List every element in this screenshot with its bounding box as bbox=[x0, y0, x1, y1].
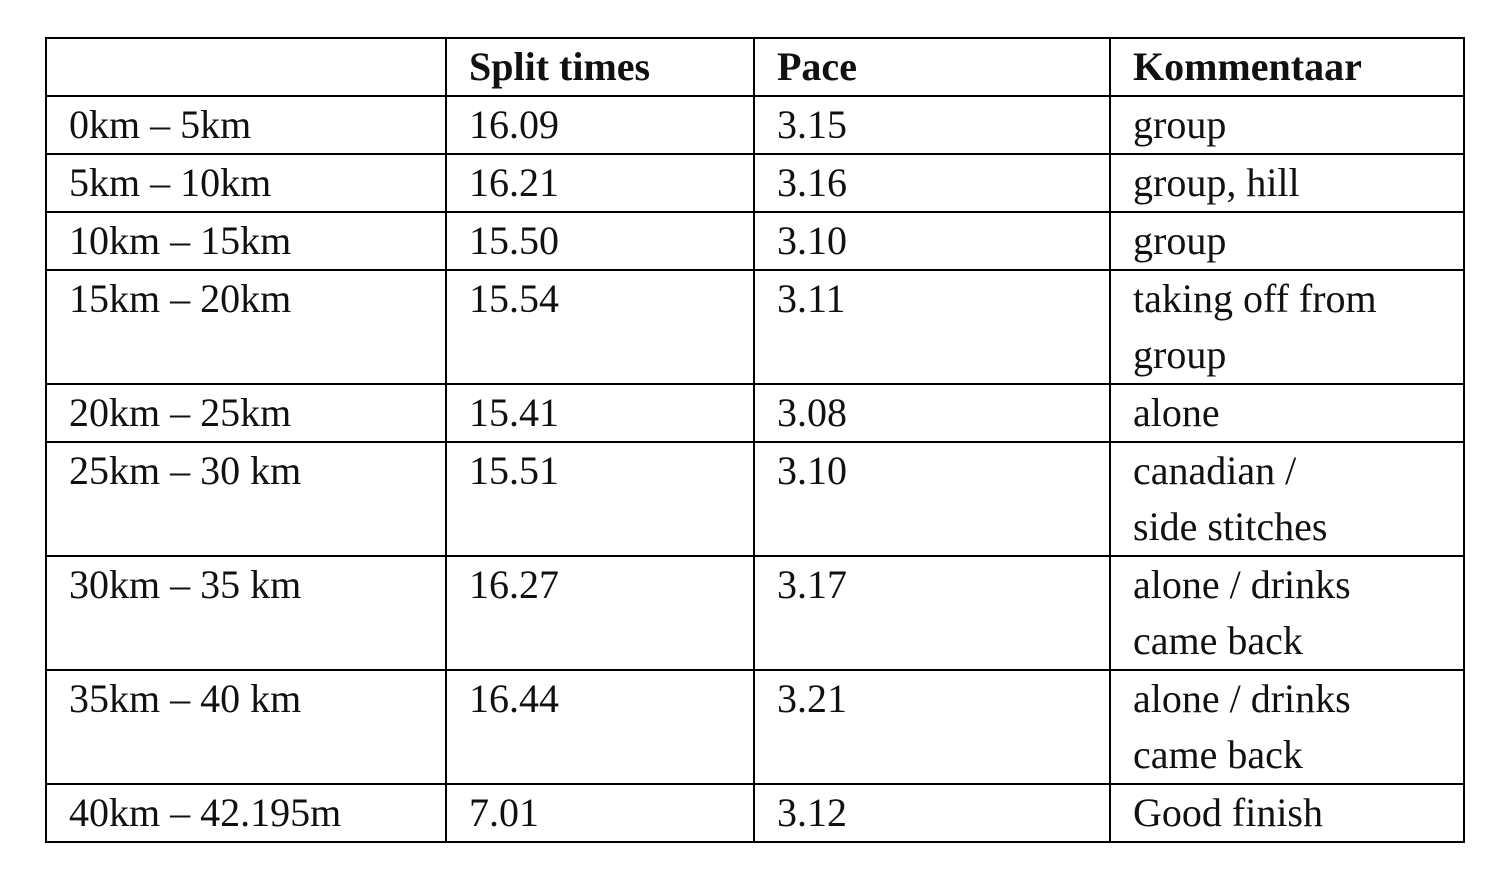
table-row: 10km – 15km 15.50 3.10 group bbox=[45, 211, 1465, 271]
comment-line: group, hill bbox=[1133, 160, 1300, 205]
table-row: 30km – 35 km 16.27 3.17 alone / drinks came … bbox=[45, 555, 1465, 671]
split-cell: 16.27 bbox=[445, 555, 755, 671]
header-cell: Split times bbox=[445, 37, 755, 97]
split-cell: 16.21 bbox=[445, 153, 755, 213]
header-row: Split times Pace Kommentaar bbox=[45, 37, 1465, 97]
table-row: 0km – 5km 16.09 3.15 group bbox=[45, 95, 1465, 155]
comment-cell: alone bbox=[1109, 383, 1465, 443]
table-row: 5km – 10km 16.21 3.16 group, hill bbox=[45, 153, 1465, 213]
pace-cell: 3.17 bbox=[753, 555, 1111, 671]
segment-cell: 5km – 10km bbox=[45, 153, 447, 213]
comment-line: group bbox=[1133, 218, 1227, 263]
segment-cell: 40km – 42.195m bbox=[45, 783, 447, 843]
comment-line: group bbox=[1133, 102, 1227, 147]
pace-cell: 3.12 bbox=[753, 783, 1111, 843]
pace-cell: 3.15 bbox=[753, 95, 1111, 155]
comment-line: taking off from bbox=[1133, 276, 1377, 321]
comment-line: Good finish bbox=[1133, 790, 1323, 835]
split-cell: 16.44 bbox=[445, 669, 755, 785]
segment-cell: 0km – 5km bbox=[45, 95, 447, 155]
segment-cell: 25km – 30 km bbox=[45, 441, 447, 557]
segment-cell: 10km – 15km bbox=[45, 211, 447, 271]
comment-cell: group, hill bbox=[1109, 153, 1465, 213]
comment-cell: group bbox=[1109, 95, 1465, 155]
header-cell bbox=[45, 37, 447, 97]
table-row: 20km – 25km 15.41 3.08 alone bbox=[45, 383, 1465, 443]
split-cell: 15.51 bbox=[445, 441, 755, 557]
comment-line: group bbox=[1133, 332, 1227, 377]
table-body: 0km – 5km 16.09 3.15 group 5km – 10km 16.21 3.… bbox=[45, 95, 1465, 843]
comment-cell: group bbox=[1109, 211, 1465, 271]
comment-line: canadian / bbox=[1133, 448, 1297, 493]
comment-line: alone bbox=[1133, 390, 1220, 435]
split-cell: 15.50 bbox=[445, 211, 755, 271]
split-cell: 16.09 bbox=[445, 95, 755, 155]
pace-cell: 3.21 bbox=[753, 669, 1111, 785]
pace-cell: 3.10 bbox=[753, 441, 1111, 557]
table-row: 35km – 40 km 16.44 3.21 alone / drinks came … bbox=[45, 669, 1465, 785]
split-cell: 15.54 bbox=[445, 269, 755, 385]
split-cell: 7.01 bbox=[445, 783, 755, 843]
segment-cell: 30km – 35 km bbox=[45, 555, 447, 671]
table-row: 15km – 20km 15.54 3.11 taking off from group bbox=[45, 269, 1465, 385]
header-cell: Kommentaar bbox=[1109, 37, 1465, 97]
comment-cell: taking off from group bbox=[1109, 269, 1465, 385]
segment-cell: 20km – 25km bbox=[45, 383, 447, 443]
segment-cell: 15km – 20km bbox=[45, 269, 447, 385]
comment-line: came back bbox=[1133, 732, 1303, 777]
comment-line: side stitches bbox=[1133, 504, 1328, 549]
comment-cell: canadian / side stitches bbox=[1109, 441, 1465, 557]
pace-cell: 3.11 bbox=[753, 269, 1111, 385]
table-row: 40km – 42.195m 7.01 3.12 Good finish bbox=[45, 783, 1465, 843]
splits-table: Split times Pace Kommentaar 0km – 5km 16.09… bbox=[45, 37, 1465, 843]
segment-cell: 35km – 40 km bbox=[45, 669, 447, 785]
pace-cell: 3.10 bbox=[753, 211, 1111, 271]
pace-cell: 3.08 bbox=[753, 383, 1111, 443]
table-row: 25km – 30 km 15.51 3.10 canadian / side stit… bbox=[45, 441, 1465, 557]
comment-cell: alone / drinks came back bbox=[1109, 669, 1465, 785]
comment-line: alone / drinks bbox=[1133, 562, 1351, 607]
comment-cell: Good finish bbox=[1109, 783, 1465, 843]
split-cell: 15.41 bbox=[445, 383, 755, 443]
comment-cell: alone / drinks came back bbox=[1109, 555, 1465, 671]
header-cell: Pace bbox=[753, 37, 1111, 97]
pace-cell: 3.16 bbox=[753, 153, 1111, 213]
comment-line: came back bbox=[1133, 618, 1303, 663]
comment-line: alone / drinks bbox=[1133, 676, 1351, 721]
